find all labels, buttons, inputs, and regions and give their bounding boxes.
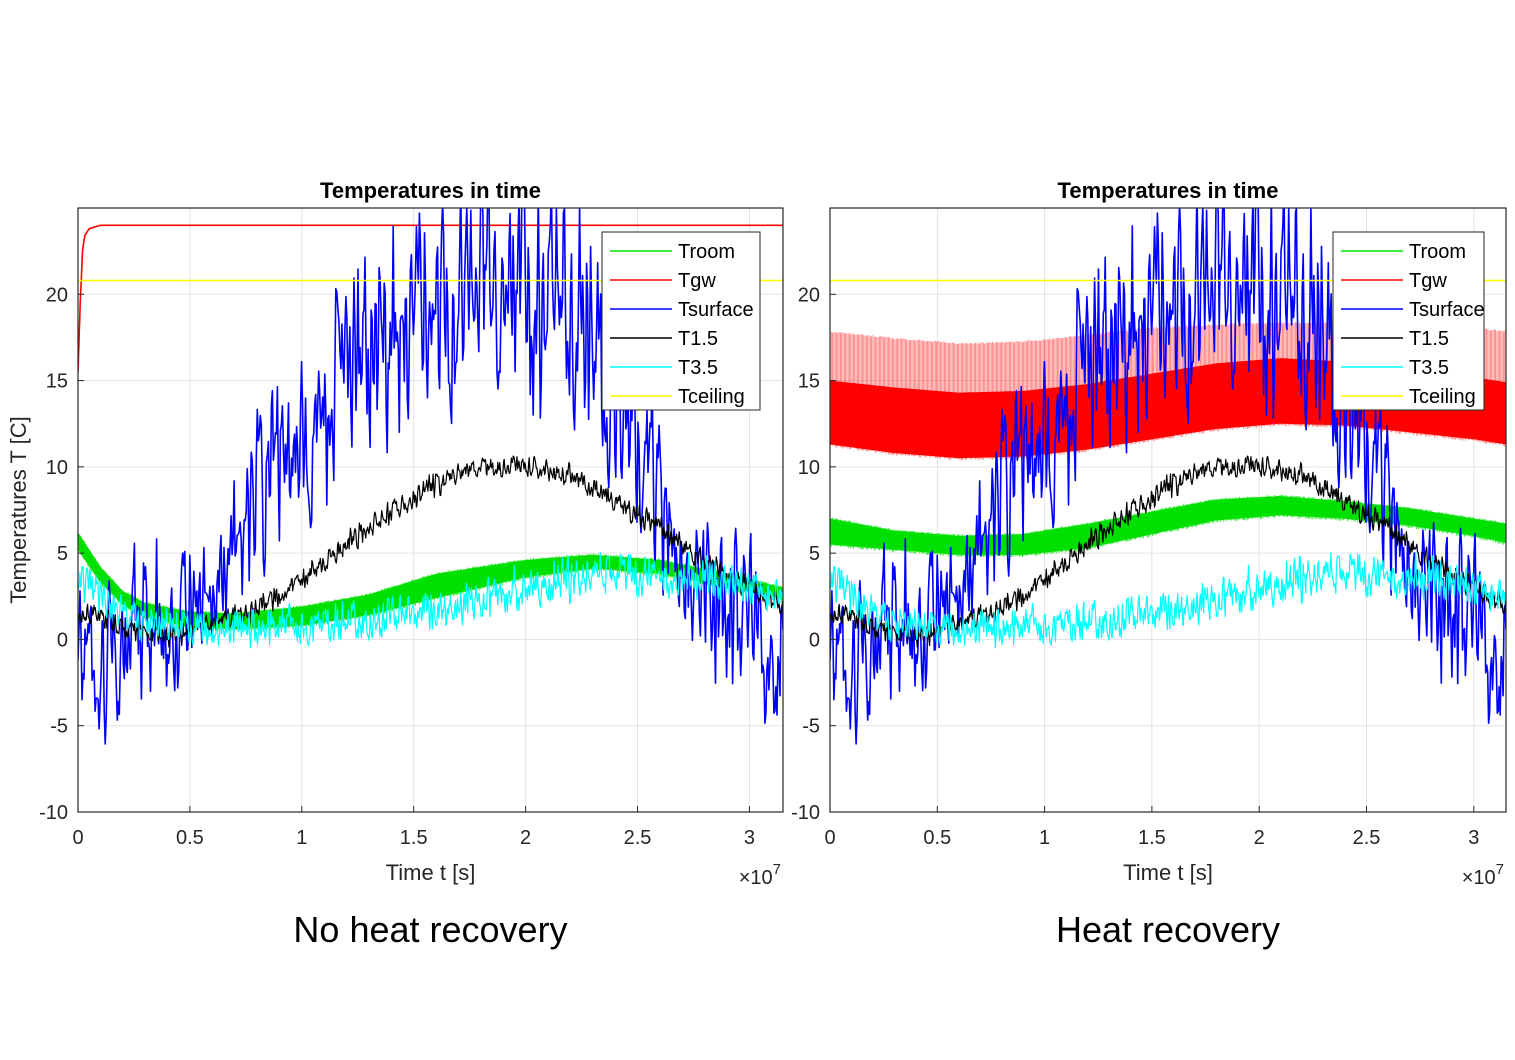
legend: Troom Tgw Tsurface T1.5 T3.5 Tceiling <box>1332 231 1485 411</box>
y-tick-label: 20 <box>46 284 68 306</box>
x-tick-label: 0 <box>824 827 835 849</box>
legend-item-t1-5: T1.5 <box>1341 328 1449 350</box>
legend-label: Tsurface <box>678 299 754 321</box>
legend-label: Troom <box>1409 241 1466 263</box>
series-t3-5 <box>78 551 783 649</box>
legend-label: Troom <box>678 241 735 263</box>
x-tick-label: 2 <box>1254 827 1265 849</box>
legend-item-tsurface: Tsurface <box>1341 299 1485 321</box>
y-tick-label: 10 <box>46 457 68 479</box>
legend-item-t1-5: T1.5 <box>610 328 718 350</box>
legend-item-tceiling: Tceiling <box>610 386 745 408</box>
y-tick-label: 5 <box>57 543 68 565</box>
series-tsurface <box>830 208 1506 745</box>
chart-title: Temperatures in time <box>320 178 541 203</box>
y-tick-label: -10 <box>39 802 68 824</box>
y-axis-label: Temperatures T [C] <box>6 416 31 603</box>
legend-label: T3.5 <box>1409 357 1449 379</box>
chart-heat-recovery: 0 0.5 1 1.5 2 2.5 3 -10 -5 0 5 10 15 20 Temperatures i… <box>791 178 1507 950</box>
legend-item-t3-5: T3.5 <box>1341 357 1449 379</box>
x-tick-label: 2.5 <box>624 827 652 849</box>
x-axis-label: Time t [s] <box>1123 860 1213 885</box>
ticks: 0 0.5 1 1.5 2 2.5 3 -10 -5 0 5 10 15 20 <box>791 284 1479 849</box>
x-tick-label: 2 <box>520 827 531 849</box>
y-tick-label: 10 <box>798 457 820 479</box>
series-troom-oscillation <box>830 494 1506 558</box>
chart-title: Temperatures in time <box>1058 178 1279 203</box>
x-tick-label: 3 <box>1468 827 1479 849</box>
y-tick-label: 5 <box>809 543 820 565</box>
legend-label: T1.5 <box>678 328 718 350</box>
x-tick-label: 1.5 <box>1138 827 1166 849</box>
legend-label: Tgw <box>678 270 716 292</box>
legend-item-tsurface: Tsurface <box>610 299 754 321</box>
legend-item-troom: Troom <box>610 241 735 263</box>
legend-box <box>601 231 761 411</box>
legend-label: Tceiling <box>678 386 745 408</box>
series-tsurface <box>78 208 783 745</box>
ticks: 0 0.5 1 1.5 2 2.5 3 -10 -5 0 5 10 15 20 <box>39 284 755 849</box>
legend: Troom Tgw Tsurface T1.5 T3.5 Tceiling <box>601 231 761 411</box>
legend-label: Tsurface <box>1409 299 1485 321</box>
x-tick-label: 2.5 <box>1353 827 1381 849</box>
y-tick-label: -10 <box>791 802 820 824</box>
y-tick-label: 0 <box>809 629 820 651</box>
legend-box <box>1332 231 1485 411</box>
x-tick-label: 1 <box>1039 827 1050 849</box>
legend-label: Tgw <box>1409 270 1447 292</box>
y-tick-label: 15 <box>46 371 68 393</box>
legend-item-tceiling: Tceiling <box>1341 386 1476 408</box>
x-axis-label: Time t [s] <box>386 860 476 885</box>
chart-no-heat-recovery: 0 0.5 1 1.5 2 2.5 3 -10 -5 0 5 10 15 20 Temperatures i… <box>6 178 784 950</box>
x-axis-exponent: ×107 <box>739 861 781 889</box>
x-tick-label: 0.5 <box>176 827 204 849</box>
chart-caption: No heat recovery <box>293 909 567 950</box>
x-tick-label: 1 <box>296 827 307 849</box>
legend-label: T1.5 <box>1409 328 1449 350</box>
x-tick-label: 3 <box>744 827 755 849</box>
x-tick-label: 0.5 <box>923 827 951 849</box>
series-layer <box>78 208 783 745</box>
axes-box <box>829 207 1507 813</box>
chart-caption: Heat recovery <box>1056 909 1280 950</box>
legend-item-tgw: Tgw <box>1341 270 1447 292</box>
legend-item-t3-5: T3.5 <box>610 357 718 379</box>
y-tick-label: -5 <box>50 716 68 738</box>
axes-box <box>77 207 784 813</box>
legend-item-troom: Troom <box>1341 241 1466 263</box>
legend-label: Tceiling <box>1409 386 1476 408</box>
x-tick-label: 0 <box>72 827 83 849</box>
y-tick-label: 20 <box>798 284 820 306</box>
series-t3-5 <box>830 551 1506 649</box>
x-axis-exponent: ×107 <box>1462 861 1504 889</box>
series-tgw <box>78 224 783 372</box>
y-tick-label: 0 <box>57 629 68 651</box>
legend-label: T3.5 <box>678 357 718 379</box>
y-tick-label: -5 <box>802 716 820 738</box>
y-tick-label: 15 <box>798 371 820 393</box>
x-tick-label: 1.5 <box>400 827 428 849</box>
legend-item-tgw: Tgw <box>610 270 716 292</box>
